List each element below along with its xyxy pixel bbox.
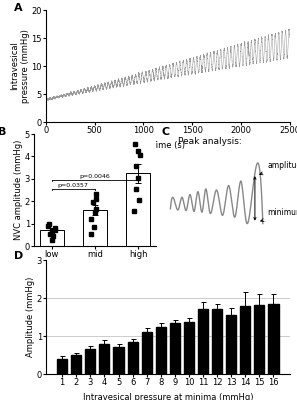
Text: p=0.0046: p=0.0046 [80, 174, 110, 179]
Bar [156, 326, 166, 374]
Bar [83, 210, 107, 246]
Text: A: A [14, 3, 23, 13]
Text: amplitude: amplitude [260, 161, 297, 175]
Bar [127, 342, 138, 374]
Text: p=0.0357: p=0.0357 [58, 183, 89, 188]
Y-axis label: NVC amplitude (mmHg): NVC amplitude (mmHg) [14, 140, 23, 240]
Y-axis label: Intravesical
pressure (mmHg): Intravesical pressure (mmHg) [11, 29, 30, 103]
X-axis label: Intravesical Pressures: Intravesical Pressures [49, 265, 141, 274]
Bar [226, 315, 236, 374]
Bar [57, 359, 67, 374]
Bar [212, 310, 222, 374]
Bar [99, 344, 110, 374]
Bar [240, 306, 250, 374]
X-axis label: Time (s): Time (s) [151, 141, 185, 150]
Bar [142, 332, 152, 374]
Text: B: B [0, 127, 6, 137]
X-axis label: Intravesical pressure at minima (mmHg): Intravesical pressure at minima (mmHg) [83, 393, 253, 400]
Bar [85, 349, 95, 374]
Bar [268, 304, 279, 374]
Bar [113, 347, 124, 374]
Bar [40, 230, 64, 246]
Bar [71, 355, 81, 374]
Bar [254, 305, 264, 374]
Text: Peak analysis:: Peak analysis: [178, 137, 241, 146]
Y-axis label: Amplitude (mmHg): Amplitude (mmHg) [26, 277, 35, 357]
Bar [170, 323, 180, 374]
Text: D: D [14, 251, 24, 261]
Bar [127, 173, 150, 246]
Text: C: C [162, 127, 170, 137]
Text: minimum: minimum [261, 208, 297, 222]
Bar [198, 309, 208, 374]
Bar [184, 322, 194, 374]
